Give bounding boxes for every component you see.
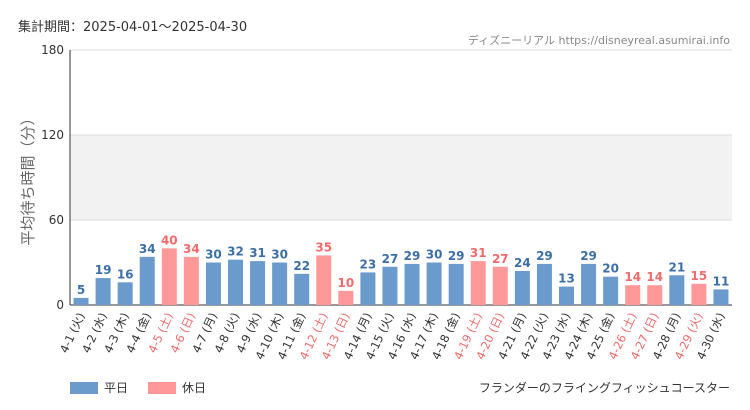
bar — [205, 262, 221, 305]
bar — [73, 297, 89, 305]
bar — [625, 285, 641, 305]
grid-bands — [70, 135, 732, 220]
value-label: 29 — [536, 249, 553, 263]
legend-holiday-label: 休日 — [182, 381, 207, 395]
value-label: 29 — [404, 249, 421, 263]
value-labels: 5 19 16 34 40 34 30 32 31 30 22 35 10 23 27 29 30 29 31 27 2… — [77, 233, 729, 297]
bar — [691, 283, 707, 305]
grid-band — [70, 135, 732, 220]
bar — [382, 266, 398, 305]
attraction-name: フランダーのフライングフィッシュコースター — [478, 381, 730, 395]
x-tick-labels: 4-1 (火)4-2 (水)4-3 (木)4-4 (金)4-5 (土)4-6 (… — [57, 310, 728, 361]
value-label: 34 — [139, 242, 156, 256]
value-label: 5 — [77, 283, 85, 297]
bar — [426, 262, 442, 305]
value-label: 21 — [668, 260, 685, 274]
value-label: 31 — [470, 246, 487, 260]
legend: 平日 休日 — [70, 379, 226, 396]
value-label: 30 — [271, 248, 288, 262]
bar — [294, 273, 310, 305]
bar — [448, 263, 464, 305]
value-label: 35 — [315, 240, 332, 254]
bar — [272, 262, 288, 305]
y-axis-label: 平均待ち時間（分） — [19, 110, 37, 245]
bar — [360, 272, 376, 305]
period-label: 集計期間：2025-04-01〜2025-04-30 — [18, 20, 248, 35]
value-label: 11 — [713, 274, 730, 288]
value-label: 29 — [448, 249, 465, 263]
value-label: 19 — [95, 263, 112, 277]
bar — [183, 256, 199, 305]
legend-weekday: 平日 — [70, 379, 128, 396]
legend-weekday-swatch — [70, 381, 98, 394]
bar — [581, 263, 597, 305]
value-label: 14 — [646, 270, 663, 284]
bar — [669, 275, 685, 305]
bar — [139, 256, 155, 305]
y-tick-label: 60 — [49, 213, 64, 227]
legend-weekday-label: 平日 — [104, 381, 129, 395]
bar — [404, 263, 420, 305]
value-label: 24 — [514, 256, 531, 270]
bar — [713, 289, 729, 305]
bar — [117, 282, 133, 305]
value-label: 27 — [382, 252, 399, 266]
value-label: 22 — [293, 259, 310, 273]
source-label: ディズニーリアル https://disneyreal.asumirai.inf… — [467, 34, 730, 47]
bar — [227, 259, 244, 305]
value-label: 30 — [205, 248, 222, 262]
value-label: 15 — [691, 269, 708, 283]
bar — [338, 290, 354, 305]
bar — [536, 263, 552, 305]
legend-holiday-swatch — [148, 381, 177, 394]
value-label: 29 — [580, 249, 597, 263]
bar — [603, 276, 619, 305]
bar — [95, 278, 111, 305]
bar — [647, 285, 663, 305]
y-tick-label: 0 — [56, 298, 64, 312]
bar — [514, 271, 530, 305]
value-label: 14 — [624, 270, 641, 284]
value-label: 16 — [117, 267, 134, 281]
value-label: 23 — [360, 257, 377, 271]
axes: 0 60 120 180 — [41, 43, 732, 312]
value-label: 32 — [227, 245, 244, 259]
y-tick-label: 180 — [41, 43, 64, 57]
value-label: 10 — [337, 276, 354, 290]
value-label: 34 — [183, 242, 200, 256]
value-label: 13 — [558, 272, 575, 286]
y-tick-label: 120 — [41, 128, 64, 142]
bar — [492, 266, 508, 305]
value-label: 40 — [161, 233, 178, 247]
bars — [73, 248, 729, 305]
bar — [470, 261, 486, 305]
value-label: 27 — [492, 252, 509, 266]
bar — [161, 248, 177, 305]
value-label: 20 — [602, 262, 619, 276]
value-label: 30 — [426, 248, 443, 262]
bar — [250, 261, 266, 305]
value-label: 31 — [249, 246, 266, 260]
legend-holiday: 休日 — [148, 379, 206, 396]
bar — [316, 255, 332, 305]
bar — [558, 286, 575, 305]
